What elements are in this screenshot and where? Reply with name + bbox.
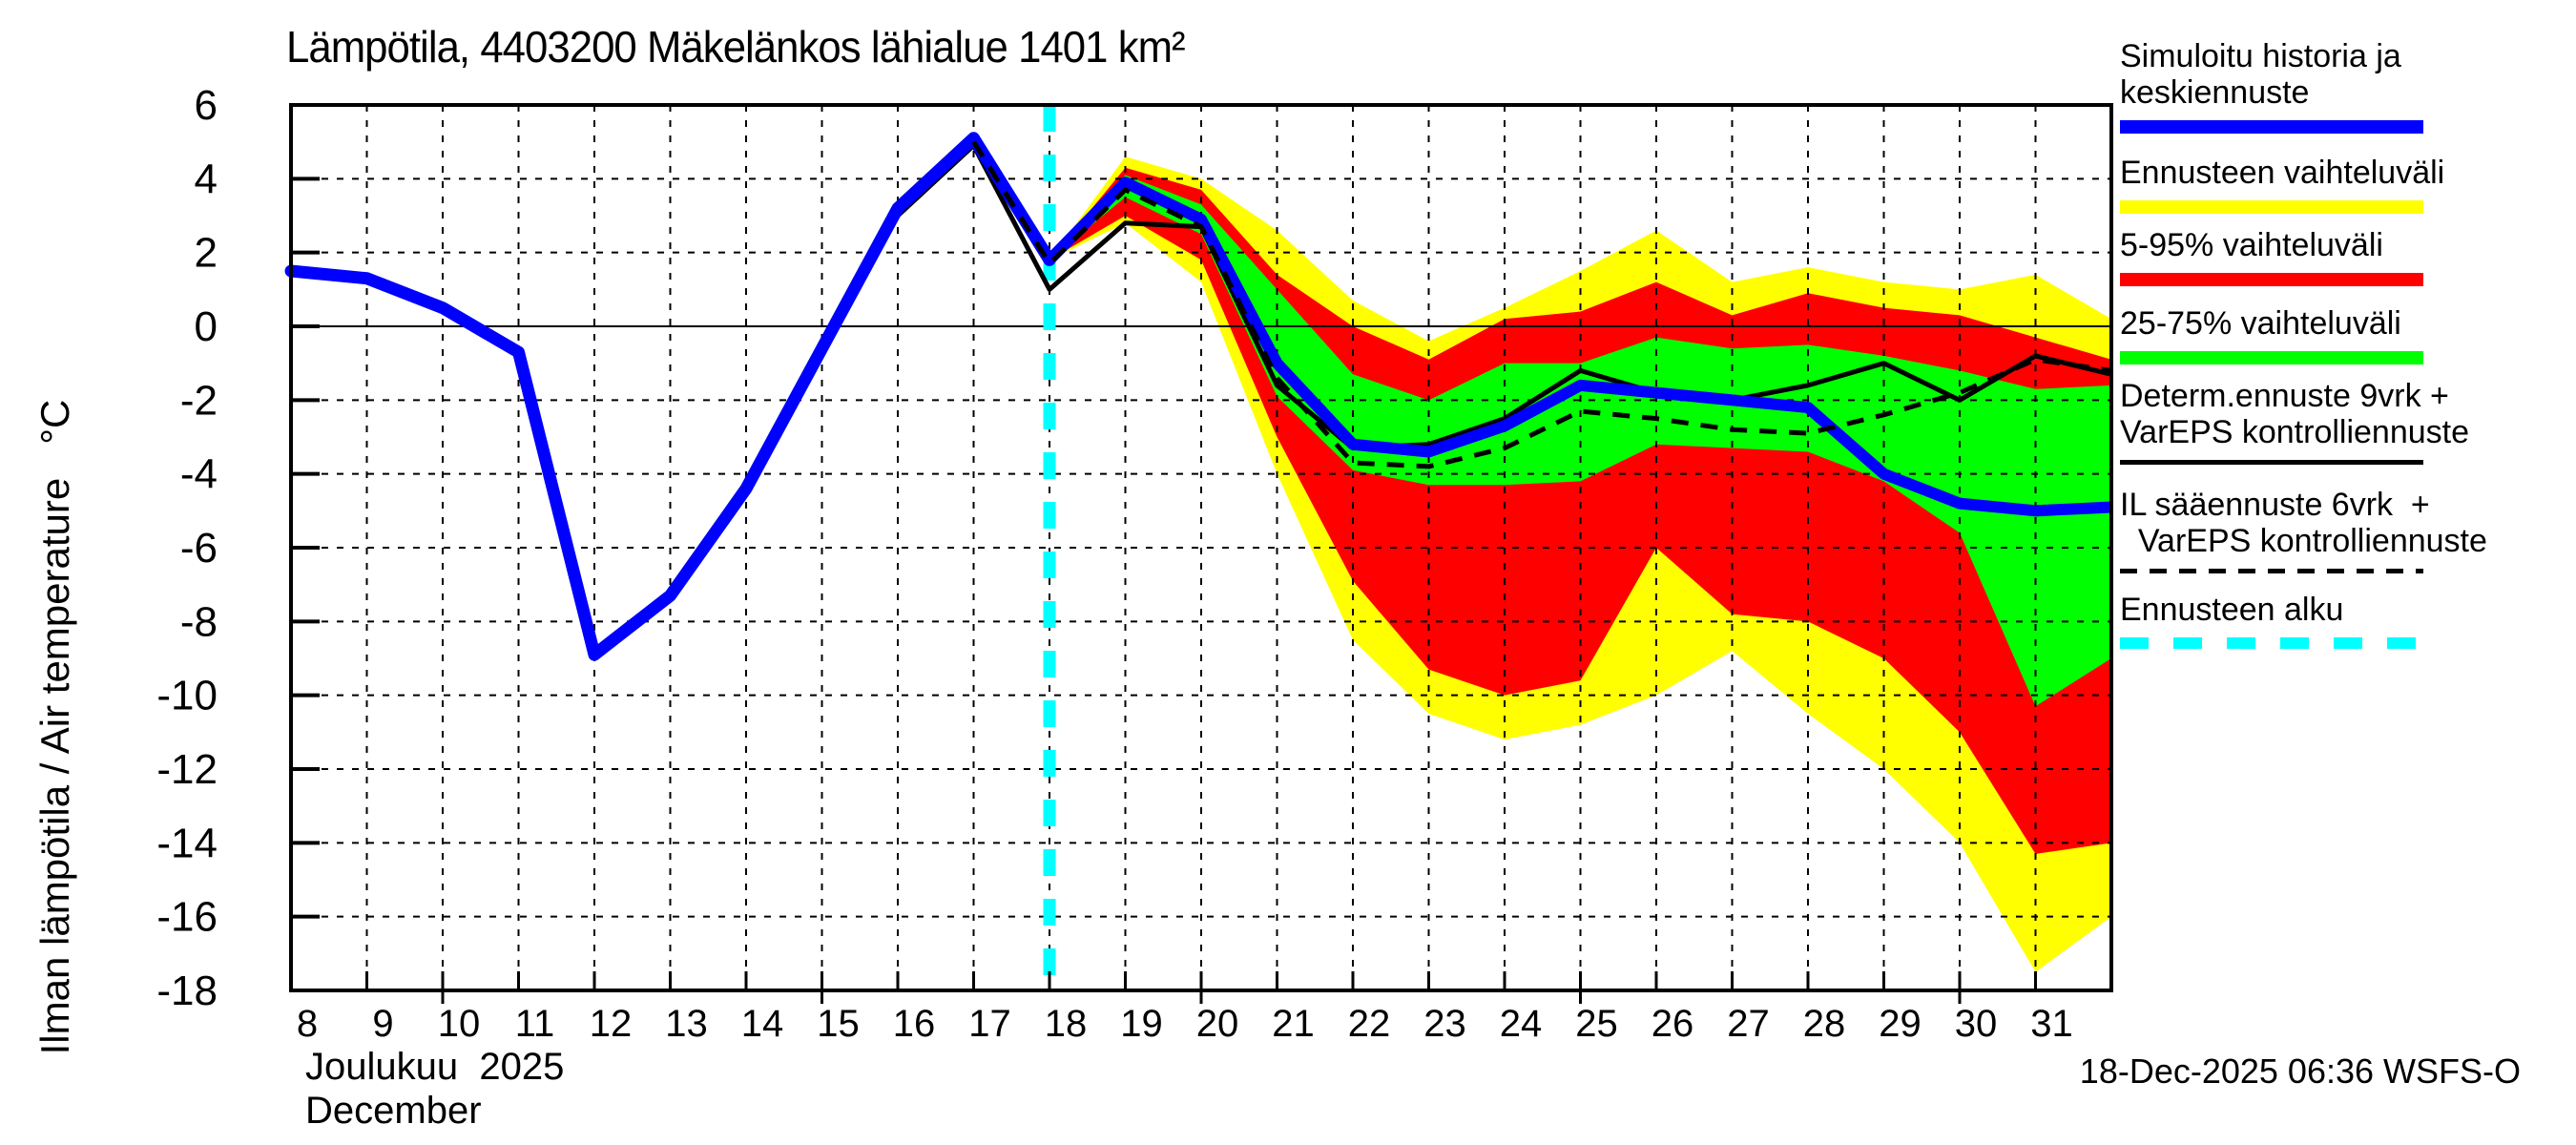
y-tick-label: 0 — [195, 303, 218, 350]
legend-item-5-95-range: 5-95% vaihteluväli — [2120, 227, 2423, 286]
x-tick-label: 15 — [817, 1003, 860, 1045]
y-tick-label: 4 — [195, 156, 218, 202]
y-tick-label: -18 — [156, 968, 218, 1014]
legend-label: 5-95% vaihteluväli — [2120, 227, 2383, 263]
legend-item-25-75-range: 25-75% vaihteluväli — [2120, 305, 2423, 364]
legend-item-deterministic-forecast: Determ.ennuste 9vrk + VarEPS kontrollien… — [2120, 378, 2469, 465]
deterministic-forecast-line — [896, 143, 2112, 451]
x-tick-label: 10 — [438, 1003, 481, 1045]
legend-label: Ennusteen alku — [2120, 592, 2344, 628]
x-tick-label: 19 — [1120, 1003, 1163, 1045]
y-tick-label: -12 — [156, 746, 218, 793]
legend-item-il-weather-forecast: IL sääennuste 6vrk + VarEPS kontrollienn… — [2120, 487, 2487, 573]
legend-swatch-yellow-band — [2120, 200, 2423, 214]
x-tick-label: 31 — [2030, 1003, 2073, 1045]
x-tick-label: 11 — [515, 1003, 555, 1045]
legend-label: VarEPS kontrolliennuste — [2120, 523, 2487, 559]
y-tick-label: -10 — [156, 673, 218, 719]
legend-label: 25-75% vaihteluväli — [2120, 305, 2401, 342]
legend-item-forecast-start: Ennusteen alku — [2120, 592, 2423, 649]
x-tick-label: 23 — [1423, 1003, 1466, 1045]
x-tick-label: 29 — [1879, 1003, 1922, 1045]
x-tick-label: 12 — [590, 1003, 633, 1045]
x-tick-label: 18 — [1045, 1003, 1088, 1045]
x-tick-label: 25 — [1575, 1003, 1618, 1045]
band-p25_75 — [1049, 175, 2111, 707]
y-tick-label: 6 — [195, 82, 218, 129]
x-tick-label: 27 — [1727, 1003, 1770, 1045]
legend-label: Simuloitu historia ja — [2120, 38, 2401, 74]
y-tick-label: -8 — [180, 598, 218, 645]
mean-forecast-line — [1045, 177, 2112, 517]
legend-label: IL sääennuste 6vrk + — [2120, 487, 2430, 523]
x-tick-label: 14 — [741, 1003, 784, 1045]
y-tick-label: -2 — [180, 377, 218, 424]
x-tick-label: 13 — [665, 1003, 708, 1045]
x-axis-label-english: December — [305, 1090, 482, 1132]
legend-label: VarEPS kontrolliennuste — [2120, 414, 2470, 450]
legend-label: Determ.ennuste 9vrk + — [2120, 378, 2449, 414]
legend-swatch-black-line — [2120, 460, 2423, 465]
legend-swatch-blue-line — [2120, 120, 2423, 134]
legend-label: keskiennuste — [2120, 74, 2310, 111]
legend-item-forecast-range: Ennusteen vaihteluväli — [2120, 155, 2444, 214]
x-tick-label: 8 — [297, 1003, 318, 1045]
y-tick-label: 2 — [195, 230, 218, 277]
legend-swatch-green-band — [2120, 351, 2423, 364]
y-tick-label: -4 — [180, 451, 218, 498]
x-tick-label: 16 — [893, 1003, 936, 1045]
x-tick-label: 28 — [1803, 1003, 1846, 1045]
y-tick-label: -6 — [180, 525, 218, 572]
x-tick-label: 26 — [1652, 1003, 1694, 1045]
legend-label: Ennusteen vaihteluväli — [2120, 155, 2445, 191]
legend-swatch-red-band — [2120, 273, 2423, 286]
x-tick-label: 21 — [1272, 1003, 1315, 1045]
x-tick-label: 9 — [372, 1003, 393, 1045]
legend-swatch-black-dashed-line — [2120, 569, 2423, 573]
x-axis-label-finnish: Joulukuu 2025 — [305, 1046, 565, 1088]
x-tick-label: 20 — [1196, 1003, 1239, 1045]
legend-swatch-cyan-dashed-line — [2120, 637, 2423, 649]
il-forecast-dashed-line — [971, 140, 2112, 469]
x-tick-label: 17 — [968, 1003, 1011, 1045]
y-axis-label: Ilman lämpötila / Air temperature °C — [32, 399, 77, 1055]
x-tick-label: 22 — [1348, 1003, 1391, 1045]
chart-title: Lämpötila, 4403200 Mäkelänkos lähialue 1… — [286, 22, 1186, 72]
x-tick-label: 30 — [1955, 1003, 1998, 1045]
generation-timestamp: 18-Dec-2025 06:36 WSFS-O — [2079, 1051, 2521, 1091]
x-tick-label: 24 — [1500, 1003, 1543, 1045]
legend-item-simulated-history: Simuloitu historia ja keskiennuste — [2120, 38, 2423, 134]
y-tick-label: -16 — [156, 894, 218, 941]
y-tick-label: -14 — [156, 820, 218, 866]
simulated-history-line — [284, 132, 1056, 661]
